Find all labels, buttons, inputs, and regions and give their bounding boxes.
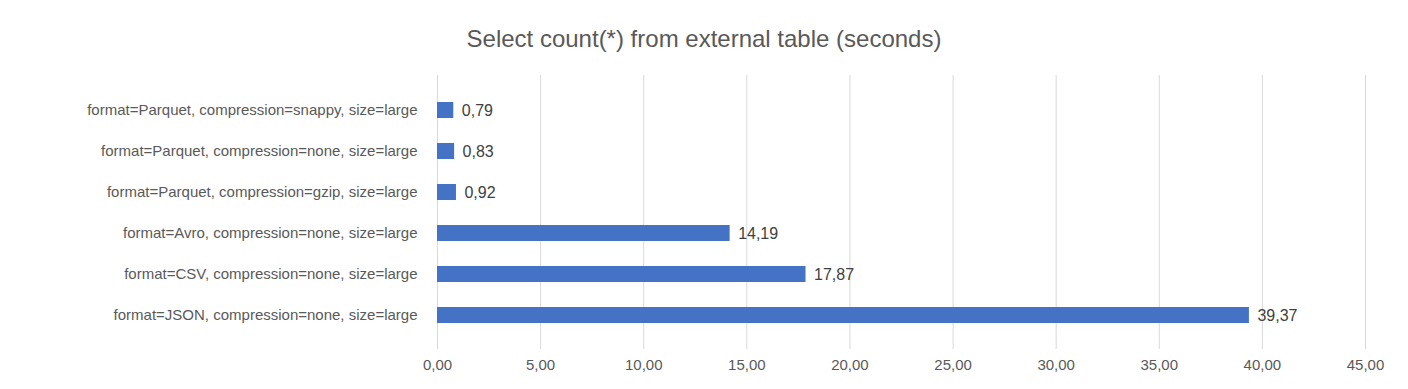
svg-text:15,00: 15,00 bbox=[728, 356, 766, 373]
svg-text:format=CSV, compression=none,: format=CSV, compression=none, size=large bbox=[124, 265, 417, 282]
svg-text:35,00: 35,00 bbox=[1141, 356, 1179, 373]
svg-text:40,00: 40,00 bbox=[1244, 356, 1282, 373]
svg-text:0,92: 0,92 bbox=[464, 184, 495, 201]
svg-text:30,00: 30,00 bbox=[1037, 356, 1075, 373]
svg-text:format=Parquet, compression=gz: format=Parquet, compression=gzip, size=l… bbox=[107, 183, 418, 200]
svg-text:14,19: 14,19 bbox=[738, 225, 778, 242]
svg-text:5,00: 5,00 bbox=[526, 356, 555, 373]
svg-text:25,00: 25,00 bbox=[934, 356, 972, 373]
svg-text:39,37: 39,37 bbox=[1257, 307, 1297, 324]
svg-text:0,00: 0,00 bbox=[423, 356, 452, 373]
svg-text:format=Avro, compression=none,: format=Avro, compression=none, size=larg… bbox=[123, 224, 417, 241]
svg-text:format=Parquet, compression=no: format=Parquet, compression=none, size=l… bbox=[101, 142, 417, 159]
html-text:Select count(*) from external: Select count(*) from external table (sec… bbox=[466, 25, 942, 52]
svg-text:10,00: 10,00 bbox=[625, 356, 663, 373]
svg-text:0,79: 0,79 bbox=[462, 102, 493, 119]
svg-text:0,83: 0,83 bbox=[463, 143, 494, 160]
svg-text:format=Parquet, compression=sn: format=Parquet, compression=snappy, size… bbox=[87, 101, 417, 118]
svg-text:format=JSON, compression=none,: format=JSON, compression=none, size=larg… bbox=[114, 306, 418, 323]
svg-text:45,00: 45,00 bbox=[1347, 356, 1385, 373]
svg-text:20,00: 20,00 bbox=[831, 356, 869, 373]
svg-text:17,87: 17,87 bbox=[814, 266, 854, 283]
